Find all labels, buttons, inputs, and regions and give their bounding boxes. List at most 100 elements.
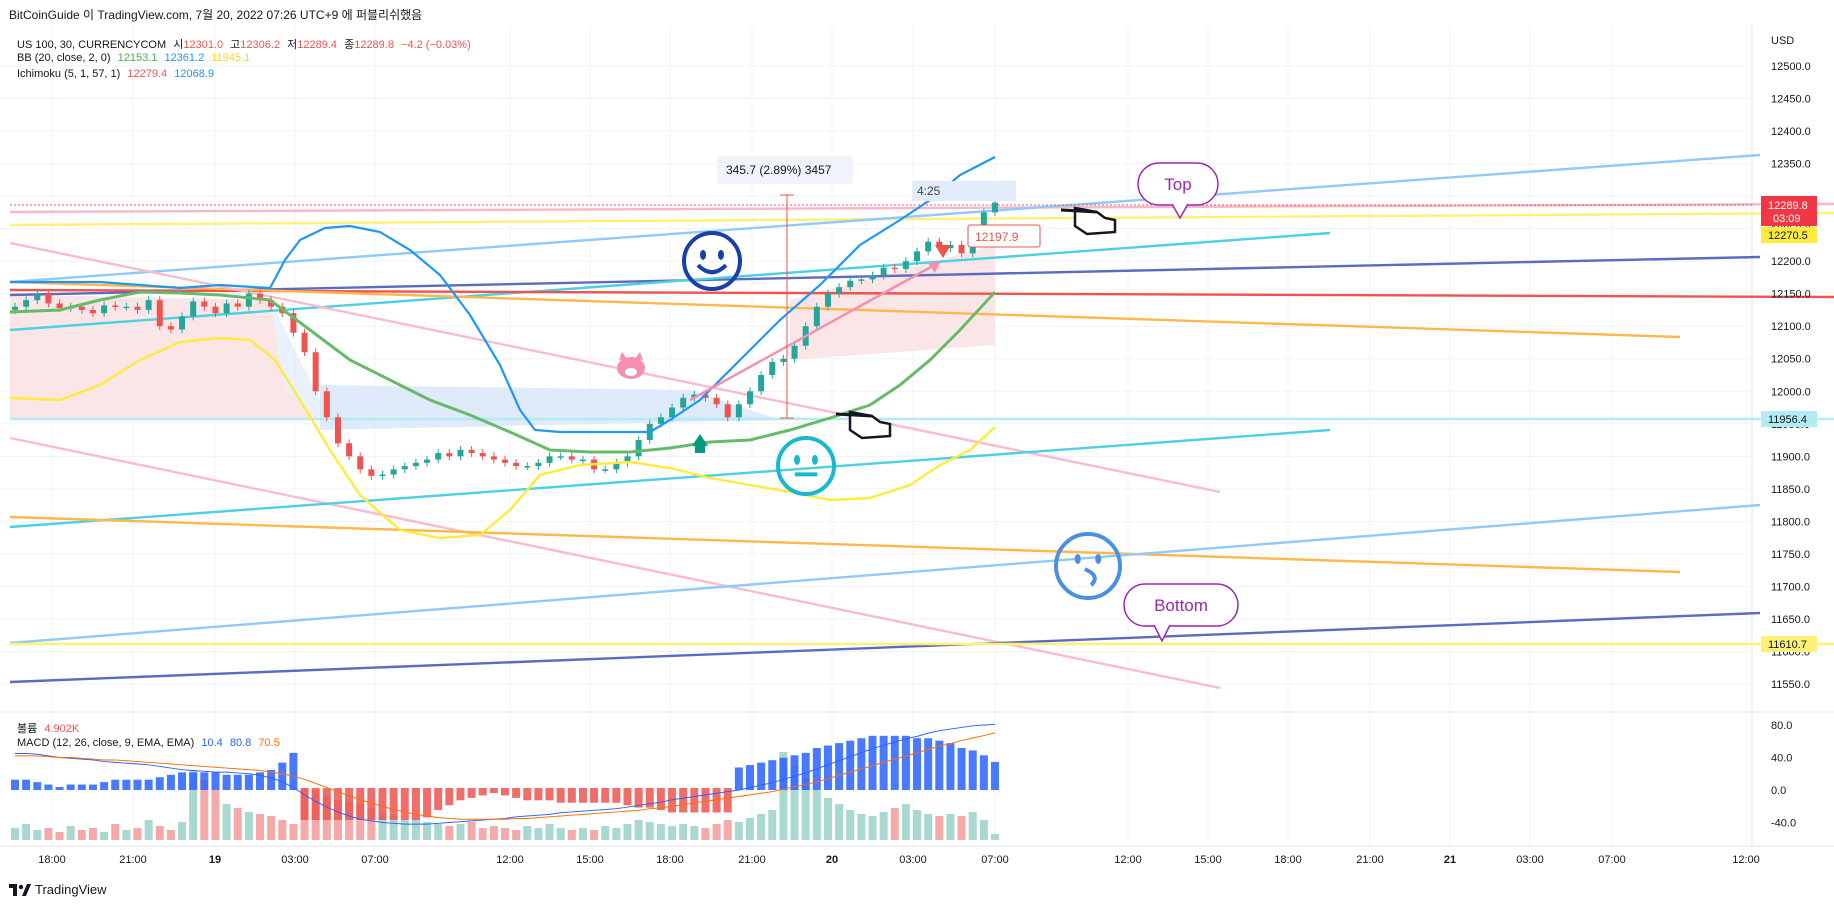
macd-hist-bar <box>478 788 487 796</box>
price-tag-box <box>967 224 1041 248</box>
candle-body <box>769 361 776 375</box>
candle-body <box>546 456 553 463</box>
macd-hist-bar <box>122 779 131 790</box>
volume-legend: 볼륨 4.902K <box>17 720 83 736</box>
volume-bar <box>913 810 922 840</box>
macd-hist-bar <box>868 735 877 790</box>
macd-hist-bar <box>289 752 298 790</box>
macd-hist-bar <box>857 738 866 790</box>
candle-body <box>958 244 965 254</box>
volume-bar <box>868 816 877 840</box>
bb-upper-value: 12361.2 <box>164 52 205 64</box>
arrow-head <box>928 262 940 273</box>
price-tick-label: 12050.0 <box>1771 354 1811 366</box>
macd-hist-bar <box>311 788 320 820</box>
volume-bar <box>222 804 231 840</box>
sell-arrow-icon <box>935 245 951 258</box>
macd-hist-bar <box>879 735 888 790</box>
candle-body <box>312 352 319 392</box>
measure-label: 345.7 (2.89%) 3457 <box>726 163 832 177</box>
macd-hist-bar <box>690 788 699 813</box>
candle-body <box>78 306 85 310</box>
volume-bar <box>189 770 198 840</box>
candle-body <box>579 459 586 462</box>
candle-body <box>858 279 865 281</box>
macd-hist-bar <box>44 784 53 790</box>
worried-face-icon-eye <box>1074 553 1081 564</box>
macd-hist-bar <box>612 788 621 803</box>
macd-hist-bar <box>345 788 354 820</box>
volume-bar <box>278 820 287 840</box>
neutral-face-icon-eye <box>811 454 818 465</box>
level-badge-cyan <box>1761 411 1817 427</box>
volume-bar <box>77 830 86 840</box>
candle-body <box>568 456 575 460</box>
time-tick-label: 20 <box>826 854 838 866</box>
macd-hist-bar <box>256 772 264 790</box>
top-bubble: Top <box>1137 162 1219 220</box>
price-tick-label: 11550.0 <box>1771 679 1810 691</box>
candle-body <box>167 326 174 330</box>
time-tick-label: 18:00 <box>38 854 66 866</box>
bottom-bubble-box <box>1123 583 1239 627</box>
time-tick-label: 12:00 <box>1732 854 1760 866</box>
macd-hist-bar <box>367 788 376 820</box>
volume-bar <box>55 832 64 840</box>
volume-bar <box>367 808 376 840</box>
neutral-face-icon <box>776 436 836 496</box>
candle-body <box>869 275 876 280</box>
volume-bar <box>968 812 977 840</box>
candle-body <box>880 267 887 276</box>
candle-body <box>836 287 843 294</box>
macd-hist-bar <box>222 774 231 790</box>
bb-lower-line <box>9 336 996 540</box>
macd-hist-bar <box>456 788 465 801</box>
macd-hist-bar <box>389 788 398 820</box>
bb-upper-line <box>269 156 996 434</box>
volume-bar <box>734 822 743 840</box>
volume-bar <box>701 828 710 840</box>
price-tick-label: 11750.0 <box>1771 549 1810 561</box>
candle-body <box>468 449 475 454</box>
candle-body <box>446 453 453 457</box>
macd-hist-bar <box>300 788 309 820</box>
candle-body <box>268 300 275 307</box>
tradingview-logo[interactable]: TradingView <box>9 882 107 897</box>
volume-bar <box>411 818 420 840</box>
volume-bar <box>356 804 365 840</box>
volume-bar <box>823 798 832 840</box>
open-value: 12301.0 <box>183 39 224 51</box>
volume-bar <box>946 814 955 840</box>
time-tick-label: 07:00 <box>981 854 1009 866</box>
time-tick-label: 12:00 <box>496 854 524 866</box>
macd-hist-bar <box>512 788 521 798</box>
ichimoku-b-value: 12068.9 <box>174 68 214 80</box>
macd-hist-bar <box>22 779 31 790</box>
low-value: 12289.4 <box>297 39 338 51</box>
volume-bar <box>545 824 554 840</box>
trendline-orange-lower <box>9 515 1681 574</box>
volume-bar <box>111 824 120 840</box>
candle-body <box>758 375 765 392</box>
macd-hist-bar <box>979 755 988 790</box>
pointing-hand-icon-finger <box>1060 208 1098 214</box>
bottom-bubble-label: Bottom <box>1154 596 1208 615</box>
time-tick-label: 18:00 <box>1274 854 1302 866</box>
candle-body <box>735 404 742 418</box>
candle-body <box>156 300 163 327</box>
countdown-label: 03:09 <box>1773 213 1801 225</box>
candle-body <box>557 456 564 458</box>
low-label: 저 <box>287 39 298 51</box>
time-tick-label: 15:00 <box>576 854 604 866</box>
candle-body <box>379 474 386 477</box>
bb-legend: BB (20, close, 2, 0) 12153.1 12361.2 119… <box>17 52 254 64</box>
macd-tick-label: -40.0 <box>1771 818 1796 830</box>
candle-body <box>112 305 119 307</box>
last-price-label: 12289.8 <box>1768 200 1808 212</box>
volume-bar <box>578 828 587 840</box>
macd-hist-value: 10.4 <box>201 737 223 749</box>
candle-body <box>457 449 464 457</box>
volume-bar <box>256 814 264 840</box>
candle-body <box>713 397 720 405</box>
